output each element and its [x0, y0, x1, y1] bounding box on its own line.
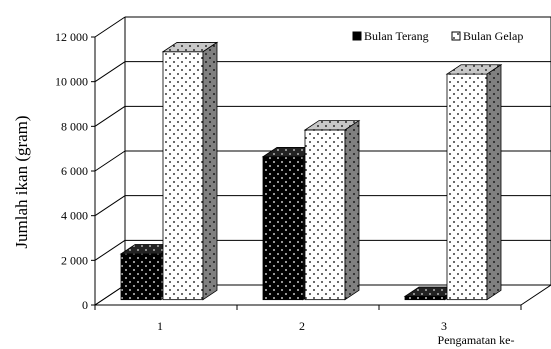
y-tick-label: 12 000 — [55, 30, 88, 44]
axes — [91, 36, 522, 310]
y-tick-label: 2 000 — [61, 253, 88, 267]
y-tick-label: 4 000 — [61, 209, 88, 223]
bar-front — [120, 253, 162, 301]
bar-side — [486, 64, 502, 301]
gridline-side — [94, 195, 126, 217]
y-axis-label: Jumlah ikan (gram) — [12, 115, 31, 248]
legend-swatch-bulan-gelap — [451, 31, 461, 41]
x-tick-label: 1 — [157, 319, 163, 333]
x-axis-label: Pengamatan ke- — [438, 333, 515, 347]
gridline-side — [94, 239, 126, 261]
floor-right-edge — [520, 284, 551, 306]
y-tick-label: 0 — [82, 298, 88, 312]
bar-front — [262, 156, 304, 301]
y-tick-label: 10 000 — [55, 75, 88, 89]
y-tick-label: 6 000 — [61, 164, 88, 178]
bar-bulan-gelap-1 — [161, 41, 219, 301]
bar-front — [304, 129, 346, 301]
legend-label-bulan-terang: Bulan Terang — [364, 29, 429, 43]
bar-side — [202, 41, 218, 301]
bar-front — [446, 73, 488, 301]
legend: Bulan Terang Bulan Gelap — [352, 29, 523, 43]
y-tick-label: 8 000 — [61, 119, 88, 133]
x-tick-label: 3 — [441, 319, 447, 333]
gridline-side — [94, 16, 126, 38]
bars — [119, 41, 503, 301]
gridline-side — [94, 61, 126, 83]
legend-swatch-bulan-terang — [352, 31, 362, 41]
floor-left-edge — [94, 284, 126, 306]
bar-bulan-gelap-2 — [303, 119, 361, 301]
legend-label-bulan-gelap: Bulan Gelap — [463, 29, 523, 43]
bar-side — [344, 119, 360, 301]
gridline-side — [94, 150, 126, 172]
y-tick-labels: 0 2 000 4 000 6 000 8 000 10 000 12 000 — [55, 30, 88, 312]
bar-bulan-gelap-3 — [445, 64, 503, 301]
bar-front — [404, 295, 446, 301]
gridline-side — [94, 105, 126, 127]
bar-front — [162, 51, 204, 301]
x-tick-labels: 1 2 3 — [157, 319, 447, 333]
x-tick-label: 2 — [299, 319, 305, 333]
